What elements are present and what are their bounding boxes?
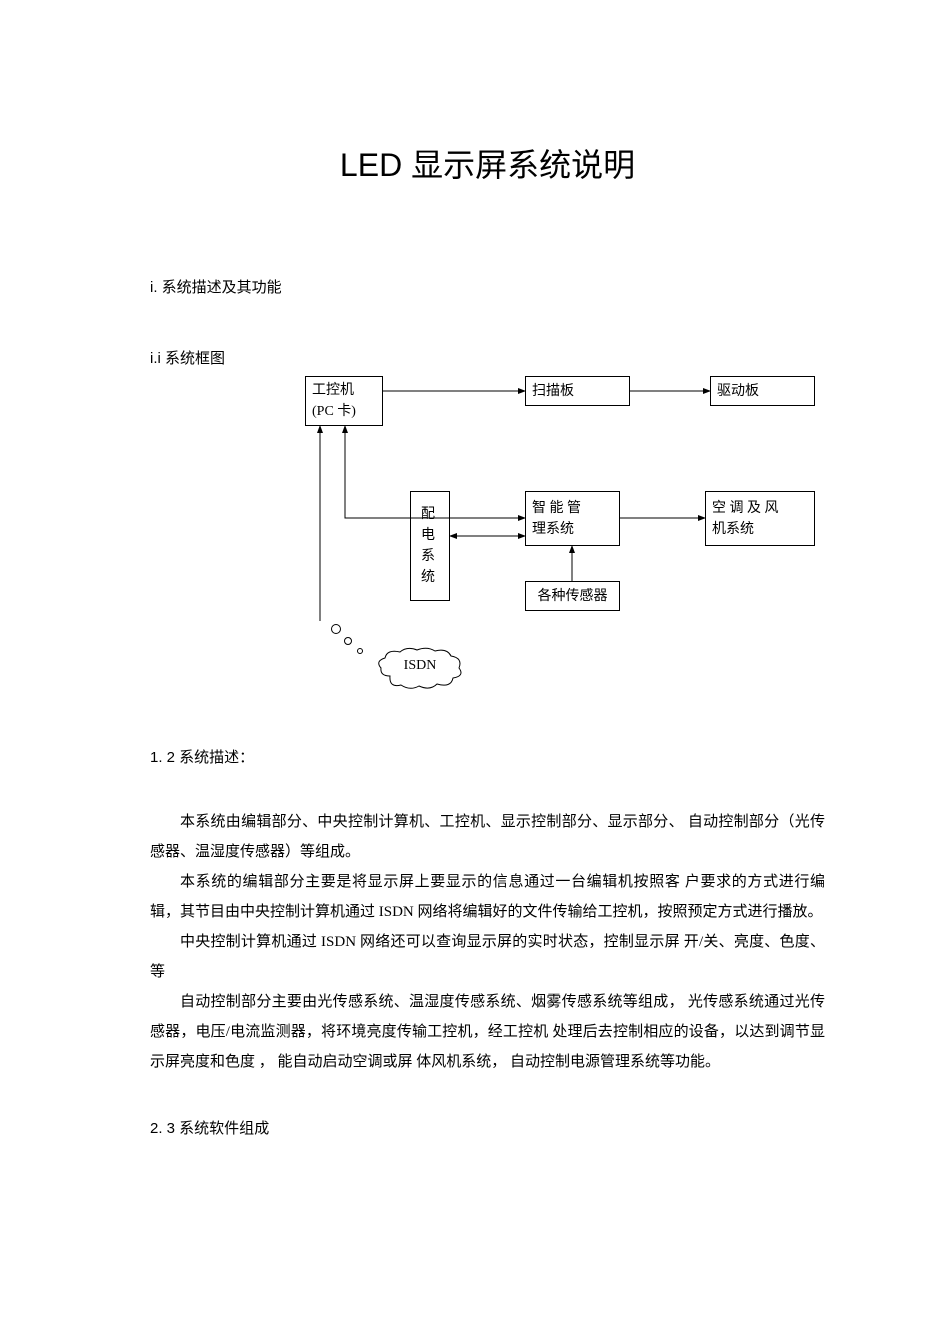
system-block-diagram: 工控机 (PC 卡) 扫描板 驱动板 配 电 系 统 智 能 管 理系统 空 调… bbox=[230, 376, 870, 696]
node-pc-line2: (PC 卡) bbox=[312, 401, 356, 422]
section-2-para-4: 自动控制部分主要由光传感系统、温湿度传感系统、烟雾传感系统等组成， 光传感系统通… bbox=[150, 987, 825, 1077]
node-pc: 工控机 (PC 卡) bbox=[305, 376, 383, 426]
node-drive: 驱动板 bbox=[710, 376, 815, 406]
section-1-1-heading: i.i 系统框图 bbox=[150, 347, 825, 368]
node-isdn: ISDN bbox=[375, 646, 465, 691]
section-1-heading: i. 系统描述及其功能 bbox=[150, 276, 825, 297]
node-pc-line1: 工控机 bbox=[312, 380, 354, 401]
document-title: LED 显示屏系统说明 bbox=[150, 140, 825, 186]
node-scan: 扫描板 bbox=[525, 376, 630, 406]
node-isdn-label: ISDN bbox=[375, 658, 465, 674]
node-power-c4: 统 bbox=[421, 567, 439, 588]
node-power: 配 电 系 统 bbox=[410, 491, 450, 601]
node-ac-line1: 空 调 及 风 bbox=[712, 498, 779, 519]
document-page: LED 显示屏系统说明 i. 系统描述及其功能 i.i 系统框图 工控机 (PC… bbox=[0, 0, 945, 1138]
node-smart-line2: 理系统 bbox=[532, 519, 574, 540]
section-2-para-3: 中央控制计算机通过 ISDN 网络还可以查询显示屏的实时状态，控制显示屏 开/关… bbox=[150, 927, 825, 987]
section-2-heading: 1. 2 系统描述： bbox=[150, 746, 825, 767]
node-ac-line2: 机系统 bbox=[712, 519, 754, 540]
section-2-para-1: 本系统由编辑部分、中央控制计算机、工控机、显示控制部分、显示部分、 自动控制部分… bbox=[150, 807, 825, 867]
node-scan-label: 扫描板 bbox=[532, 381, 574, 402]
node-power-c2: 电 bbox=[421, 525, 439, 546]
node-drive-label: 驱动板 bbox=[717, 381, 759, 402]
node-power-c3: 系 bbox=[421, 546, 439, 567]
node-sensor-label: 各种传感器 bbox=[538, 586, 608, 607]
section-3-heading: 2. 3 系统软件组成 bbox=[150, 1117, 825, 1138]
node-smart: 智 能 管 理系统 bbox=[525, 491, 620, 546]
section-2: 1. 2 系统描述： 本系统由编辑部分、中央控制计算机、工控机、显示控制部分、显… bbox=[150, 746, 825, 1077]
node-smart-line1: 智 能 管 bbox=[532, 498, 581, 519]
node-power-c1: 配 bbox=[421, 504, 439, 525]
section-2-para-2: 本系统的编辑部分主要是将显示屏上要显示的信息通过一台编辑机按照客 户要求的方式进… bbox=[150, 867, 825, 927]
node-sensor: 各种传感器 bbox=[525, 581, 620, 611]
node-ac: 空 调 及 风 机系统 bbox=[705, 491, 815, 546]
